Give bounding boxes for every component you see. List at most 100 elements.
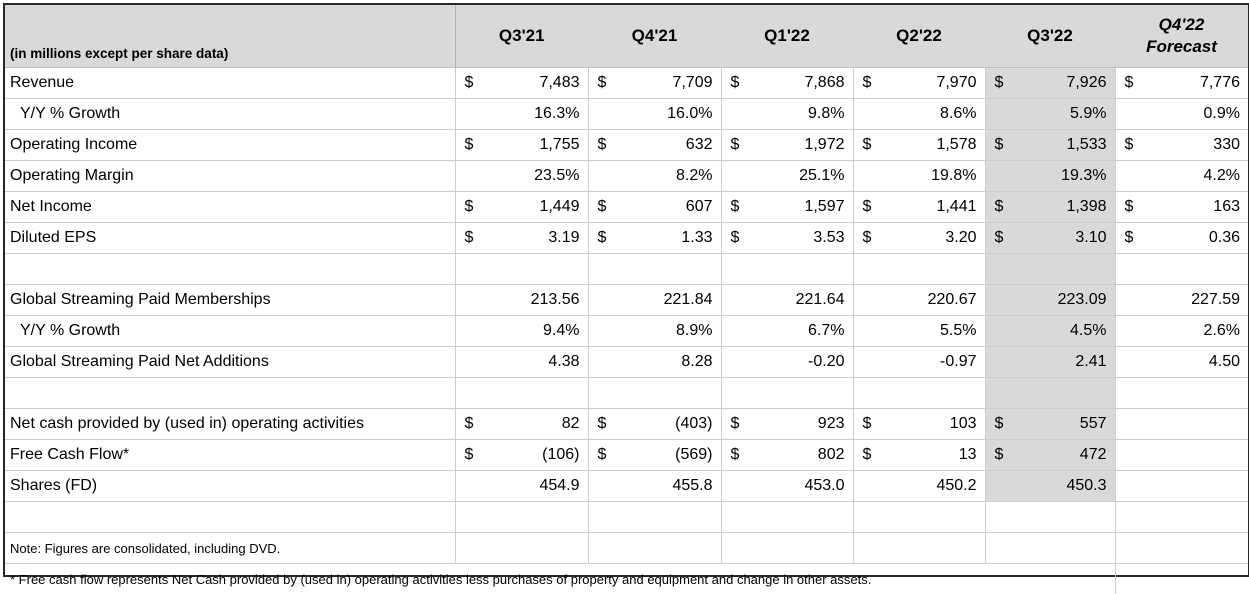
value-cell: 19.3% — [985, 161, 1115, 192]
money-cell: $1,578 — [854, 136, 985, 154]
money-cell: $923 — [722, 415, 853, 433]
currency-symbol: $ — [598, 229, 607, 247]
money-cell: $1.33 — [589, 229, 721, 247]
value-cell — [455, 533, 588, 564]
value-cell: $632 — [588, 130, 721, 161]
value-cell: 25.1% — [721, 161, 853, 192]
row-label: Net cash provided by (used in) operating… — [5, 409, 455, 440]
cell-value: (403) — [675, 415, 712, 433]
row-label: Operating Income — [5, 130, 455, 161]
cell-value: (106) — [542, 446, 579, 464]
row-label — [5, 254, 455, 285]
money-cell: $1,398 — [986, 198, 1115, 216]
cell-value: 7,483 — [539, 74, 579, 92]
money-cell: $330 — [1116, 136, 1249, 154]
currency-symbol: $ — [465, 198, 474, 216]
cell-value: 7,970 — [936, 74, 976, 92]
table-row: Diluted EPS$3.19$1.33$3.53$3.20$3.10$0.3… — [5, 223, 1248, 254]
cell-value: 103 — [950, 415, 977, 433]
blank-row — [5, 502, 1248, 533]
row-label: Diluted EPS — [5, 223, 455, 254]
footnote-row: * Free cash flow represents Net Cash pro… — [5, 564, 1248, 594]
currency-symbol: $ — [731, 74, 740, 92]
value-cell: $923 — [721, 409, 853, 440]
cell-value: 802 — [818, 446, 845, 464]
value-cell: 8.6% — [853, 99, 985, 130]
footnote-text: * Free cash flow represents Net Cash pro… — [5, 564, 1115, 594]
blank-row — [5, 254, 1248, 285]
value-cell: $7,970 — [853, 68, 985, 99]
currency-symbol: $ — [598, 198, 607, 216]
money-cell: $0.36 — [1116, 229, 1249, 247]
row-label: Global Streaming Paid Memberships — [5, 285, 455, 316]
value-cell: 9.8% — [721, 99, 853, 130]
value-cell — [1115, 378, 1248, 409]
money-cell: $1,755 — [456, 136, 588, 154]
money-cell: $802 — [722, 446, 853, 464]
cell-value: 1,755 — [539, 136, 579, 154]
value-cell: $1,755 — [455, 130, 588, 161]
value-cell: 5.5% — [853, 316, 985, 347]
money-cell: $(403) — [589, 415, 721, 433]
cell-value: 607 — [686, 198, 713, 216]
value-cell — [1115, 502, 1248, 533]
value-cell: -0.20 — [721, 347, 853, 378]
currency-symbol: $ — [1125, 136, 1134, 154]
money-cell: $7,926 — [986, 74, 1115, 92]
money-cell: $3.19 — [456, 229, 588, 247]
cell-value: 1,441 — [936, 198, 976, 216]
currency-symbol: $ — [731, 198, 740, 216]
value-cell: $7,483 — [455, 68, 588, 99]
value-cell: 16.0% — [588, 99, 721, 130]
value-cell: 220.67 — [853, 285, 985, 316]
value-cell: $472 — [985, 440, 1115, 471]
currency-symbol: $ — [731, 415, 740, 433]
column-header-q2-22: Q2'22 — [853, 5, 985, 68]
row-label: Y/Y % Growth — [5, 99, 455, 130]
currency-symbol: $ — [1125, 74, 1134, 92]
money-cell: $1,597 — [722, 198, 853, 216]
cell-value: 1,449 — [539, 198, 579, 216]
value-cell — [455, 254, 588, 285]
value-cell: $13 — [853, 440, 985, 471]
currency-symbol: $ — [465, 446, 474, 464]
column-header-q4-22-forecast: Q4'22 Forecast — [1115, 5, 1248, 68]
value-cell: 221.84 — [588, 285, 721, 316]
value-cell: $7,776 — [1115, 68, 1248, 99]
column-header-q1-22: Q1'22 — [721, 5, 853, 68]
value-cell: $802 — [721, 440, 853, 471]
currency-symbol: $ — [731, 136, 740, 154]
value-cell: 450.2 — [853, 471, 985, 502]
currency-symbol: $ — [995, 229, 1004, 247]
row-label: Shares (FD) — [5, 471, 455, 502]
money-cell: $1,441 — [854, 198, 985, 216]
value-cell — [721, 502, 853, 533]
value-cell: $163 — [1115, 192, 1248, 223]
value-cell: -0.97 — [853, 347, 985, 378]
currency-symbol: $ — [863, 446, 872, 464]
cell-value: 3.10 — [1075, 229, 1106, 247]
value-cell: $3.10 — [985, 223, 1115, 254]
row-label: Operating Margin — [5, 161, 455, 192]
cell-value: 1,597 — [804, 198, 844, 216]
value-cell: $557 — [985, 409, 1115, 440]
value-cell: 4.50 — [1115, 347, 1248, 378]
cell-value: 0.36 — [1209, 229, 1240, 247]
currency-symbol: $ — [863, 136, 872, 154]
value-cell: 227.59 — [1115, 285, 1248, 316]
table-row: Revenue$7,483$7,709$7,868$7,970$7,926$7,… — [5, 68, 1248, 99]
money-cell: $7,709 — [589, 74, 721, 92]
cell-value: 7,868 — [804, 74, 844, 92]
value-cell: $1,533 — [985, 130, 1115, 161]
value-cell — [985, 378, 1115, 409]
value-cell: 2.6% — [1115, 316, 1248, 347]
value-cell — [721, 378, 853, 409]
cell-value: (569) — [675, 446, 712, 464]
currency-symbol: $ — [731, 446, 740, 464]
value-cell: $1,597 — [721, 192, 853, 223]
value-cell — [985, 254, 1115, 285]
value-cell — [1115, 409, 1248, 440]
money-cell: $103 — [854, 415, 985, 433]
table-row: Net cash provided by (used in) operating… — [5, 409, 1248, 440]
value-cell: $1.33 — [588, 223, 721, 254]
